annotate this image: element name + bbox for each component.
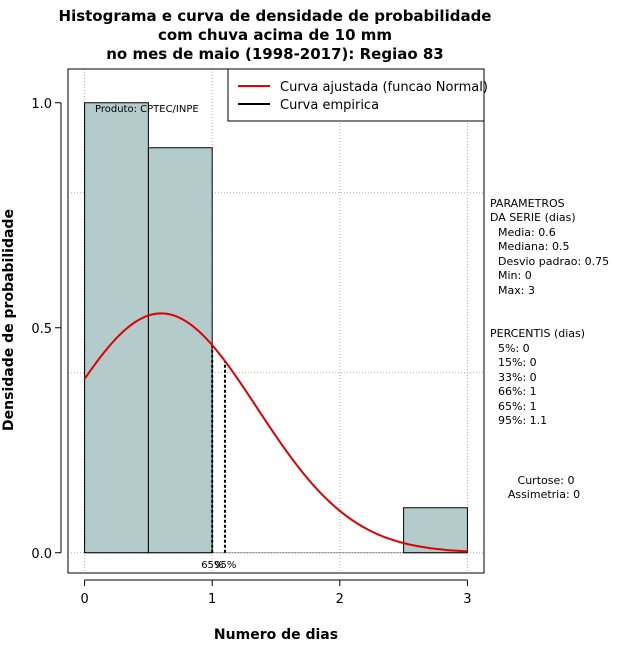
parametros-min: Min: 0 (498, 269, 532, 282)
parametros-desvio: Desvio padrao: 0.75 (498, 255, 609, 268)
legend-label-normal: Curva ajustada (funcao Normal) (280, 80, 488, 95)
percentile-label-1: 95% (214, 560, 236, 571)
legend-box (227, 68, 485, 122)
chart-title-line-1: Histograma e curva de densidade de proba… (59, 7, 492, 25)
percentil-95: 95%: 1.1 (498, 414, 547, 427)
chart-title-line-3: no mes de maio (1998-2017): Regiao 83 (106, 45, 444, 63)
legend: Curva ajustada (funcao Normal) Curva emp… (227, 68, 488, 122)
histogram-bar-0 (84, 102, 149, 554)
normal-density-curve (83, 312, 468, 553)
y-tick-label-1: 0.5 (31, 322, 52, 337)
percentil-15: 15%: 0 (498, 356, 537, 369)
percentil-33: 33%: 0 (498, 371, 537, 384)
x-tick-label-0: 0 (80, 592, 88, 607)
parametros-media: Media: 0.6 (498, 226, 556, 239)
y-axis: 0.0 0.5 1.0 (31, 97, 62, 562)
x-tick-label-2: 2 (336, 592, 344, 607)
percentil-5: 5%: 0 (498, 342, 530, 355)
series-parameters: PARAMETROS DA SERIE (dias) Media: 0.6 Me… (490, 197, 609, 297)
x-tick-label-3: 3 (463, 592, 471, 607)
percentile-label-0: 65% (201, 560, 223, 571)
x-tick-label-1: 1 (208, 592, 216, 607)
percentil-65: 65%: 1 (498, 400, 537, 413)
parametros-heading-2: DA SERIE (dias) (490, 211, 576, 224)
producer-annotation: Produto: CPTEC/INPE (95, 104, 199, 115)
percentil-66: 66%: 1 (498, 385, 537, 398)
percentile-lines: 65%95% (201, 345, 236, 571)
y-axis-title: Densidade de probabilidade (1, 209, 17, 431)
parametros-mediana: Mediana: 0.5 (498, 240, 569, 253)
percentis-heading: PERCENTIS (dias) (490, 327, 585, 340)
parametros-heading-1: PARAMETROS (490, 197, 565, 210)
assimetria-value: Assimetria: 0 (508, 488, 580, 501)
histogram-bar-1 (147, 147, 213, 554)
percentiles-panel: PERCENTIS (dias) 5%: 0 15%: 0 33%: 0 66%… (490, 327, 585, 427)
x-axis: 0 1 2 3 (80, 579, 472, 607)
chart-title-line-2: com chuva acima de 10 mm (158, 26, 392, 44)
parametros-max: Max: 3 (498, 284, 535, 297)
shape-statistics: Curtose: 0 Assimetria: 0 (508, 474, 580, 501)
histogram-bars (84, 102, 468, 554)
empirical-curve (84, 102, 468, 554)
legend-label-empirical: Curva empirica (280, 98, 379, 113)
x-axis-title: Numero de dias (214, 627, 338, 643)
curtose-value: Curtose: 0 (518, 474, 575, 487)
y-tick-label-0: 0.0 (31, 547, 52, 562)
y-tick-label-2: 1.0 (31, 97, 52, 112)
